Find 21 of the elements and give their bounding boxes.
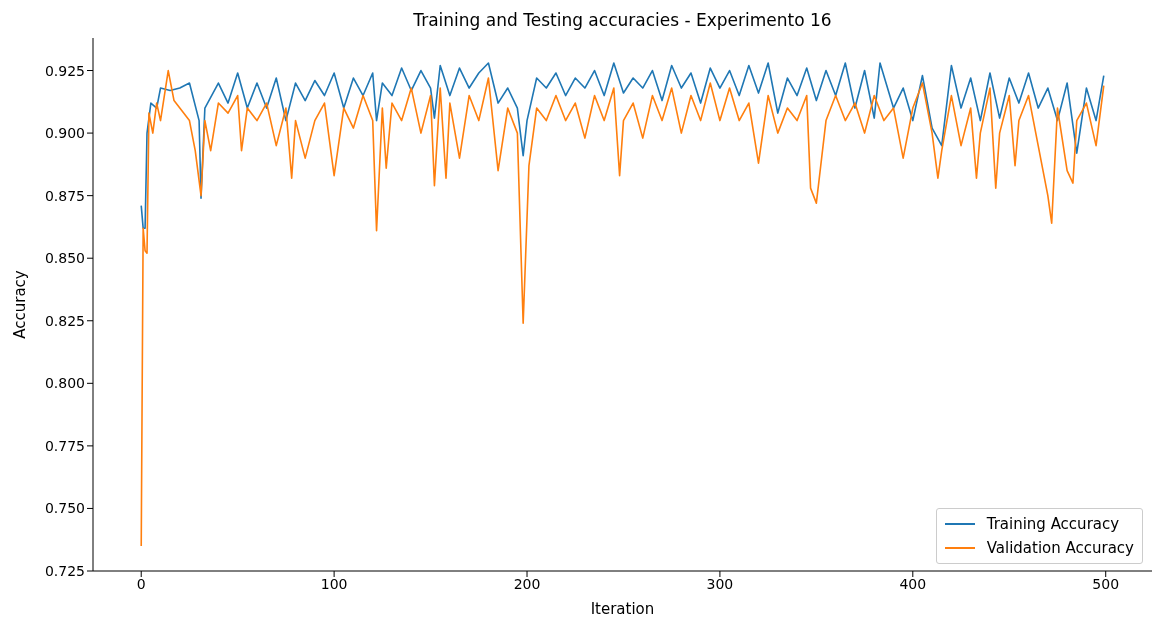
legend-label: Validation Accuracy: [986, 538, 1134, 559]
legend-label: Training Accuracy: [986, 514, 1120, 535]
x-tick-label: 300: [706, 575, 734, 592]
x-axis-title: Iteration: [590, 600, 655, 618]
y-tick-label: 0.775: [44, 437, 85, 454]
y-tick-label: 0.825: [44, 312, 85, 329]
y-tick-label: 0.875: [44, 187, 85, 204]
x-tick-label: 100: [320, 575, 348, 592]
y-axis-title: Accuracy: [11, 270, 30, 339]
y-tick-label: 0.850: [44, 250, 85, 267]
x-tick-label: 0: [136, 575, 146, 592]
x-tick-label: 200: [513, 575, 541, 592]
y-tick-label: 0.800: [44, 375, 85, 392]
chart-title: Training and Testing accuracies - Experimento 16: [412, 10, 833, 30]
y-tick-label: 0.725: [44, 562, 85, 579]
line-series: [140, 62, 1105, 229]
x-tick-label: 400: [899, 575, 927, 592]
x-tick-label: 500: [1092, 575, 1120, 592]
y-tick-label: 0.750: [44, 500, 85, 517]
y-tick-label: 0.900: [44, 125, 85, 142]
y-tick-label: 0.925: [44, 62, 85, 79]
